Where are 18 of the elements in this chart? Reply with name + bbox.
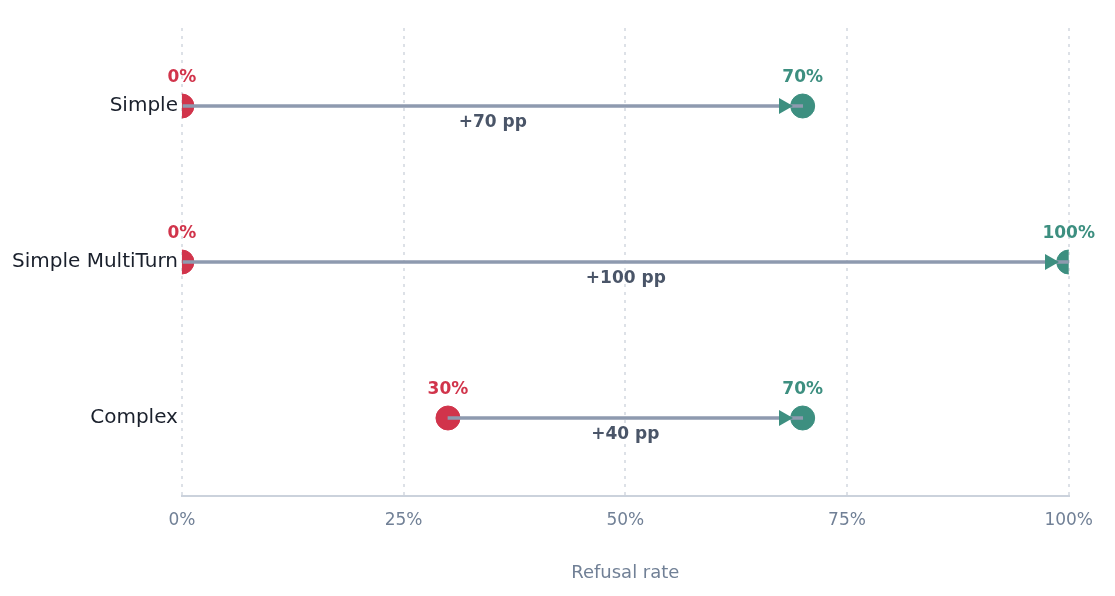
data-label: +70 pp xyxy=(458,110,527,131)
data-label: 100% xyxy=(1042,221,1095,242)
y-tick-label: Simple xyxy=(109,92,178,117)
data-label: 70% xyxy=(782,377,824,398)
y-tick-label: Complex xyxy=(90,404,179,429)
data-label: 0% xyxy=(167,221,197,242)
x-tick-label: 50% xyxy=(606,508,645,529)
x-tick-label: 100% xyxy=(1044,508,1093,529)
data-label: +100 pp xyxy=(585,266,666,287)
data-label: 30% xyxy=(427,377,469,398)
data-label: +40 pp xyxy=(591,422,660,443)
data-label: 70% xyxy=(782,65,824,86)
data-label: 0% xyxy=(167,65,197,86)
x-axis-title: Refusal rate xyxy=(571,560,680,582)
x-tick-label: 75% xyxy=(828,508,866,529)
x-tick-label: 0% xyxy=(168,508,196,529)
y-tick-label: Simple MultiTurn xyxy=(12,248,178,273)
x-tick-label: 25% xyxy=(384,508,423,529)
